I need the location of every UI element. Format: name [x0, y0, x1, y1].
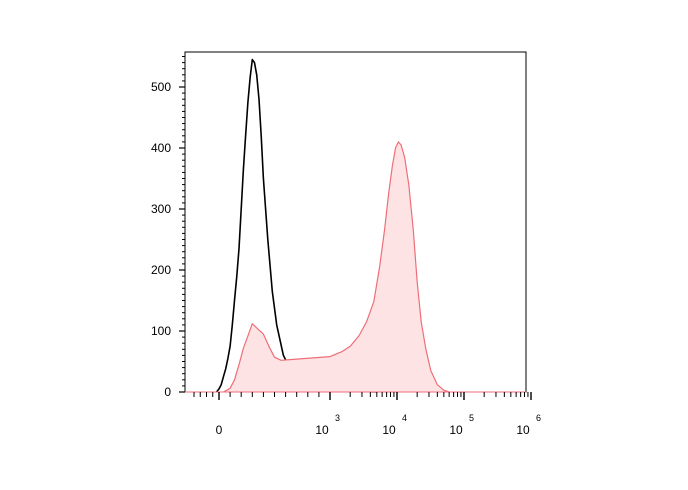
- x-tick-exp-3: 5: [469, 413, 474, 423]
- y-tick-label-4: 400: [151, 141, 171, 155]
- x-tick-exp-2: 4: [402, 413, 407, 423]
- x-tick-label-3: 10: [449, 423, 463, 437]
- plot-frame: [184, 51, 527, 393]
- y-tick-label-2: 200: [151, 263, 171, 277]
- x-tick-exp-1: 3: [335, 413, 340, 423]
- x-tick-label-1: 10: [315, 423, 329, 437]
- x-tick-label-4: 10: [516, 423, 530, 437]
- y-tick-label-3: 300: [151, 202, 171, 216]
- y-tick-label-5: 500: [151, 80, 171, 94]
- series-line-1: [223, 141, 450, 393]
- y-tick-label-1: 100: [151, 324, 171, 338]
- x-tick-exp-4: 6: [536, 413, 541, 423]
- x-tick-label-0: 0: [216, 423, 223, 437]
- y-tick-label-0: 0: [164, 385, 171, 399]
- x-tick-label-2: 10: [382, 423, 396, 437]
- series-fill-1: [223, 141, 450, 392]
